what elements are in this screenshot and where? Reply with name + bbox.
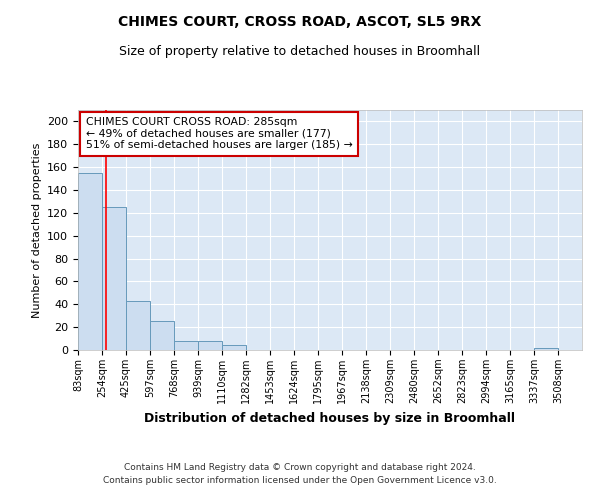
Bar bbox=[126, 301, 150, 350]
Y-axis label: Number of detached properties: Number of detached properties bbox=[32, 142, 41, 318]
Bar bbox=[222, 346, 246, 350]
Bar bbox=[198, 341, 222, 350]
Text: CHIMES COURT CROSS ROAD: 285sqm
← 49% of detached houses are smaller (177)
51% o: CHIMES COURT CROSS ROAD: 285sqm ← 49% of… bbox=[86, 117, 352, 150]
Bar bbox=[534, 348, 558, 350]
Bar bbox=[102, 207, 126, 350]
Text: CHIMES COURT, CROSS ROAD, ASCOT, SL5 9RX: CHIMES COURT, CROSS ROAD, ASCOT, SL5 9RX bbox=[118, 15, 482, 29]
Bar bbox=[150, 322, 174, 350]
Bar bbox=[78, 173, 102, 350]
X-axis label: Distribution of detached houses by size in Broomhall: Distribution of detached houses by size … bbox=[145, 412, 515, 424]
Bar bbox=[174, 341, 198, 350]
Text: Contains HM Land Registry data © Crown copyright and database right 2024.
Contai: Contains HM Land Registry data © Crown c… bbox=[103, 464, 497, 485]
Text: Size of property relative to detached houses in Broomhall: Size of property relative to detached ho… bbox=[119, 45, 481, 58]
